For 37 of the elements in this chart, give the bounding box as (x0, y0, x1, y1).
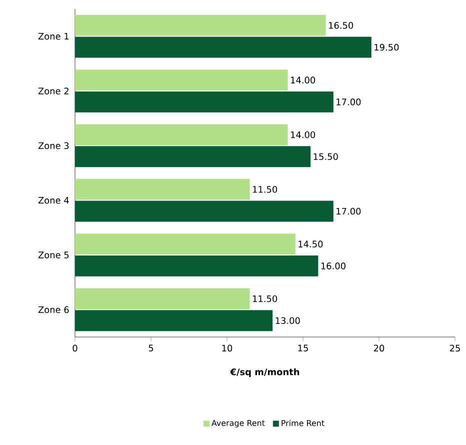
bar (75, 310, 273, 332)
y-tick-label: Zone 2 (38, 88, 68, 94)
bar (75, 234, 296, 255)
data-label: 11.50 (252, 295, 278, 302)
x-axis-title: €/sq m/month (230, 368, 300, 378)
bar (75, 91, 334, 112)
data-label: 14.00 (290, 76, 316, 84)
data-label: 17.00 (336, 208, 361, 215)
bar (75, 255, 318, 276)
x-tick-label: 15 (298, 344, 308, 352)
data-label: 13.00 (276, 317, 300, 324)
data-label: 14.50 (298, 240, 323, 248)
x-tick-label: 20 (374, 344, 384, 352)
data-label: 15.50 (314, 153, 338, 160)
x-tick-label: 10 (222, 344, 232, 352)
bar (75, 146, 311, 168)
y-tick-label: Zone 5 (38, 252, 69, 258)
data-label: 16.50 (328, 22, 354, 29)
data-label: 14.00 (290, 131, 316, 138)
y-tick-label: Zone 3 (38, 142, 69, 150)
x-tick-label: 5 (148, 344, 154, 352)
bar (75, 70, 288, 91)
bar (75, 14, 326, 36)
y-tick-label: Zone 6 (38, 306, 69, 314)
data-label: 19.50 (374, 44, 399, 51)
x-tick-label: 0 (72, 344, 78, 352)
bar (75, 288, 250, 310)
bar (75, 124, 288, 146)
y-tick-label: Zone 4 (38, 197, 69, 204)
data-label: 17.00 (336, 98, 361, 106)
data-label: 11.50 (252, 186, 278, 193)
bar (75, 178, 250, 200)
x-tick-label: 25 (450, 344, 460, 352)
data-label: 16.00 (321, 262, 346, 270)
y-tick-label: Zone 1 (38, 33, 69, 40)
bar (75, 36, 372, 58)
bar (75, 200, 334, 222)
